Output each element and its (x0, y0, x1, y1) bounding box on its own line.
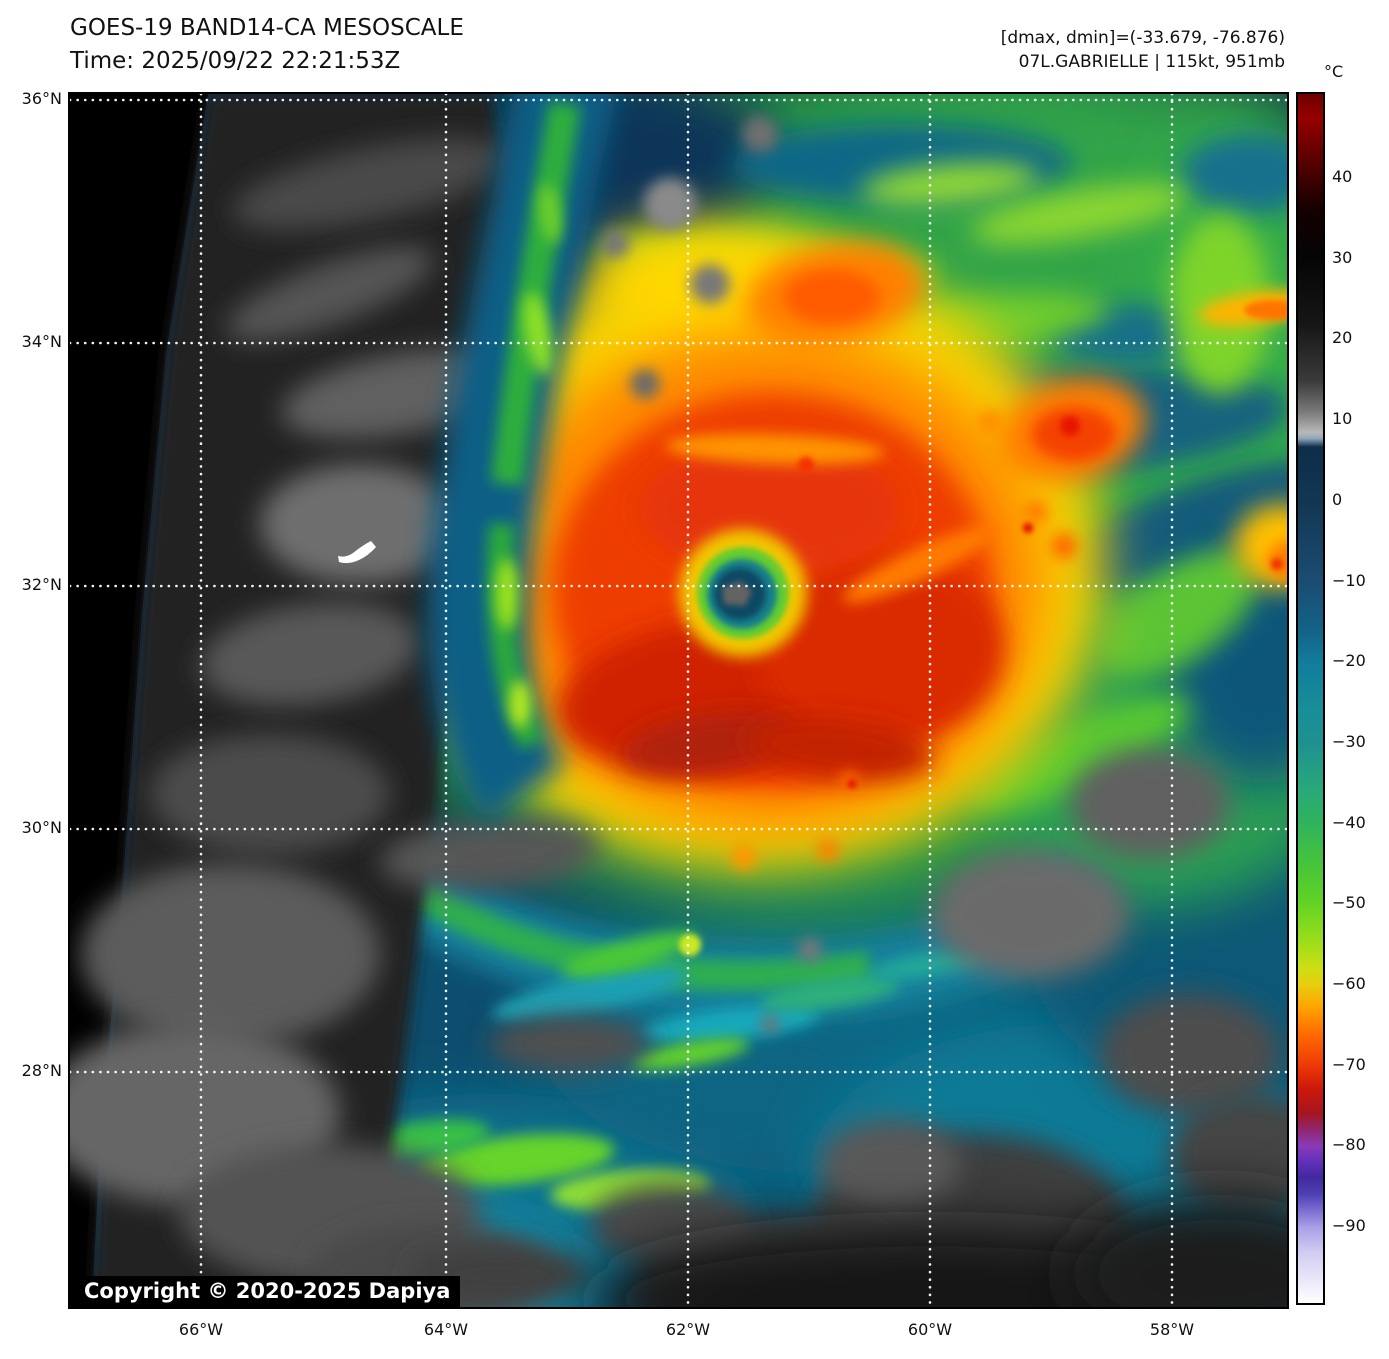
colorbar-tick: −60 (1332, 974, 1366, 993)
header-right-block: [dmax, dmin]=(-33.679, -76.876) 07L.GABR… (1001, 26, 1285, 74)
colorbar-tick: −80 (1332, 1135, 1366, 1155)
lat-tick-label: 36°N (21, 89, 62, 108)
page-title: GOES-19 BAND14-CA MESOSCALE (70, 15, 464, 41)
colorbar (1296, 92, 1325, 1305)
copyright-badge: Copyright © 2020-2025 Dapiya (74, 1276, 461, 1308)
dmax-dmin-label: [dmax, dmin]=(-33.679, -76.876) (1000, 28, 1285, 48)
colorbar-tick: −30 (1332, 731, 1366, 751)
lon-tick-label: 64°W (423, 1320, 469, 1339)
no-data-wedge (70, 94, 208, 1307)
colorbar-tick: −20 (1332, 651, 1366, 671)
lat-tick-label: 32°N (21, 575, 62, 594)
lon-tick-label: 60°W (907, 1320, 953, 1339)
lon-tick-label: 62°W (665, 1320, 711, 1339)
lat-tick-label: 30°N (21, 818, 62, 837)
lat-tick-label: 28°N (21, 1061, 62, 1080)
lat-tick-label: 34°N (21, 332, 62, 351)
colorbar-tick: −50 (1332, 893, 1366, 913)
title-block: GOES-19 BAND14-CA MESOSCALE Time: 2025/0… (70, 12, 464, 78)
lon-tick-label: 58°W (1149, 1320, 1195, 1339)
lon-tick-label: 66°W (178, 1320, 224, 1339)
colorbar-tick: 20 (1332, 328, 1353, 348)
time-label: Time: 2025/09/22 22:21:53Z (70, 48, 401, 74)
colorbar-tick: 40 (1332, 167, 1353, 186)
colorbar-tick: −70 (1332, 1054, 1366, 1074)
colorbar-tick: 10 (1332, 409, 1353, 429)
map-canvas (68, 92, 1289, 1309)
grid-overlay (70, 94, 1287, 1307)
colorbar-unit-label: °C (1324, 62, 1344, 81)
bermuda-island (338, 541, 376, 564)
colorbar-tick: 30 (1332, 247, 1353, 267)
storm-info-label: 07L.GABRIELLE | 115kt, 951mb (1018, 52, 1285, 72)
satellite-image (70, 94, 1287, 1307)
colorbar-tick: −10 (1332, 570, 1366, 590)
colorbar-tick: 0 (1332, 489, 1343, 509)
colorbar-tick: −90 (1332, 1216, 1366, 1236)
eye-warm-spot (722, 581, 752, 606)
colorbar-tick: −40 (1332, 812, 1366, 832)
